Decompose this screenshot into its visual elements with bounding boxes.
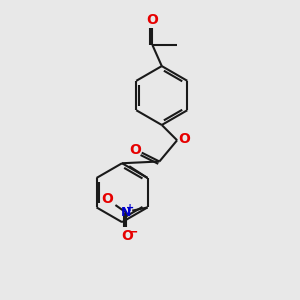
Text: O: O [129,143,141,157]
Text: O: O [146,14,158,27]
Text: O: O [121,229,133,243]
Text: O: O [178,132,190,146]
Text: O: O [101,192,113,206]
Text: N: N [121,206,131,219]
Text: −: − [128,226,138,239]
Text: +: + [126,203,134,213]
